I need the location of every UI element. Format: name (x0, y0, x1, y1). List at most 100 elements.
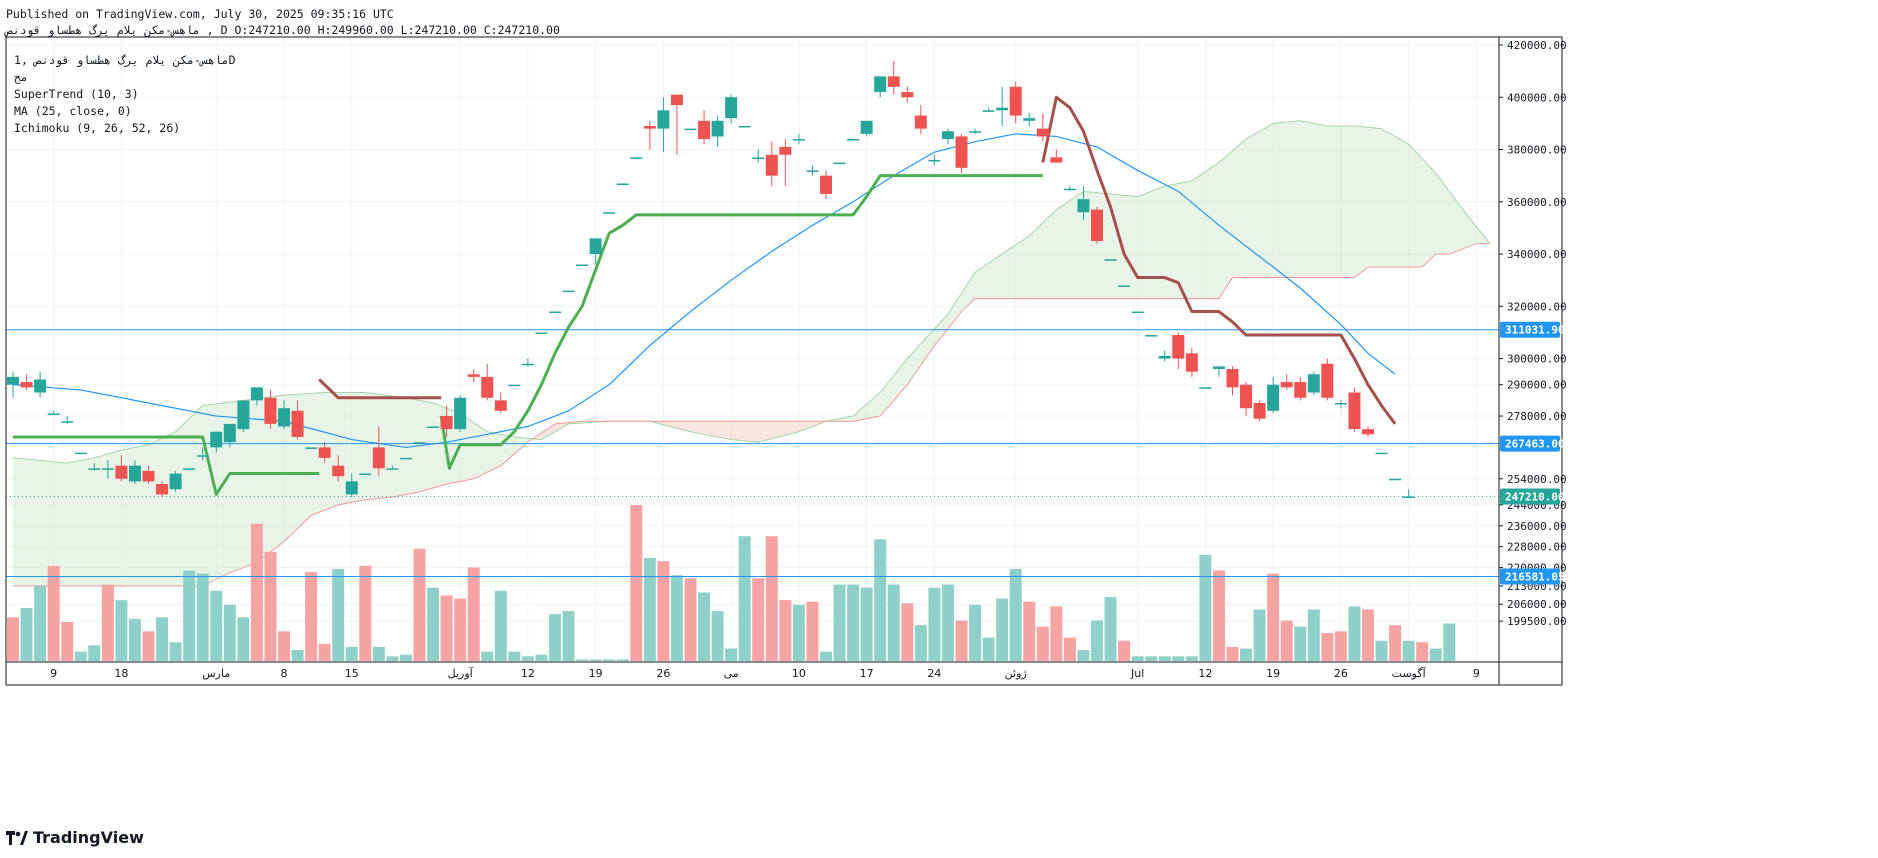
time-tick-label: 19 (589, 667, 603, 680)
candle-body (20, 382, 33, 388)
candle-body (1145, 335, 1158, 337)
hline-price-badge (1500, 321, 1560, 338)
price-axis[interactable]: 420000.00 400000.00 380000.00 360000.00 3400… (1499, 39, 1567, 628)
candle-body (1091, 209, 1103, 241)
volume-bar (684, 578, 697, 661)
time-tick-label: آگوست (1392, 666, 1427, 680)
volume-bar (427, 587, 440, 661)
legend-ma[interactable]: MA (25, close, 0) (14, 104, 132, 118)
time-axis[interactable]: 9 18 مارس 8 15 آوریل 12 19 26 می 10 17 24 ژوئن Jul 12 19… (50, 666, 1480, 680)
brand-name: TradingView (33, 828, 144, 847)
candle-body (1280, 382, 1293, 388)
volume-bar (413, 548, 426, 661)
candle-body (115, 465, 128, 479)
hline-price-badge-label: 216581.05 (1505, 571, 1565, 584)
volume-bar (1063, 637, 1076, 661)
candle-body (34, 379, 47, 393)
volume-bar (1023, 601, 1036, 661)
price-tick-label: 320000.00 (1507, 300, 1567, 313)
hline-price-badge (1500, 568, 1560, 585)
volume-bar (643, 558, 656, 661)
candle-body (860, 120, 873, 134)
time-tick-label: 26 (656, 667, 670, 680)
volume-bar (969, 604, 982, 661)
volume-bar (792, 604, 805, 661)
legend-symbol[interactable]: ماهس-مکن یلام یرگ هطساو قودنص ,1D (14, 53, 236, 67)
volume-bar (1267, 573, 1280, 661)
time-tick-label: 9 (50, 667, 57, 680)
price-tick-label: 420000.00 (1507, 39, 1567, 52)
price-tick-label: 290000.00 (1507, 379, 1567, 392)
volume-bar (494, 590, 507, 661)
volume-bar (1118, 640, 1131, 661)
candle-body (996, 107, 1009, 111)
volume-bar (278, 631, 290, 661)
candle-body (1009, 86, 1022, 116)
volume-bar (1158, 656, 1171, 661)
candle-body (1023, 118, 1036, 121)
candle-body (521, 363, 534, 366)
volume-bar (508, 651, 521, 661)
candle-body (1199, 387, 1212, 389)
candle-body (779, 146, 792, 155)
candle-body (643, 126, 656, 129)
volume-bar (1348, 606, 1361, 661)
candle-body (413, 442, 426, 444)
volume-bar (359, 565, 372, 661)
time-tick-label: مارس (202, 667, 230, 680)
candle-body (250, 387, 263, 401)
candle-body (670, 94, 683, 106)
candle-body (1104, 259, 1117, 261)
supertrend-up-segment (439, 174, 1043, 470)
candle-body (725, 97, 738, 119)
legend-ichimoku[interactable]: Ichimoku (9, 26, 52, 26) (14, 121, 181, 135)
volume-bar (1199, 554, 1212, 661)
indicator-legend: ماهس-مکن یلام یرگ هطساو قودنص ,1D مج Sup… (14, 52, 236, 137)
volume-bar (711, 611, 724, 661)
candle-body (61, 421, 74, 423)
volume-bar (305, 572, 318, 661)
volume-bar (806, 601, 819, 661)
volume-bar (1321, 632, 1334, 661)
candle-body (454, 397, 467, 430)
cloud-bearish (653, 421, 826, 443)
time-tick-label: 12 (521, 667, 535, 680)
ichimoku-span-b (13, 243, 1490, 587)
last-price-badge-label: 247210.00 (1505, 491, 1565, 504)
candle-body (427, 426, 440, 429)
candle-body (101, 468, 114, 470)
volume-bar (928, 587, 941, 661)
candle-body (386, 468, 399, 470)
volume-bar (34, 586, 47, 661)
tradingview-logo-icon (6, 830, 28, 845)
volume-bar (223, 604, 236, 661)
volume-bar (1362, 609, 1374, 661)
candle-body (806, 170, 819, 172)
candle-body (630, 157, 643, 159)
candle-body (372, 447, 385, 469)
volume-bar (765, 536, 778, 661)
legend-supertrend[interactable]: SuperTrend (10, 3) (14, 87, 139, 101)
volume-bar (1145, 656, 1158, 661)
volume-bar (1375, 640, 1388, 661)
candle-body (847, 139, 860, 141)
candle-body (941, 131, 954, 140)
legend-exchange: مج (14, 70, 28, 84)
candle-body (928, 159, 941, 162)
time-tick-label: آوریل (448, 666, 474, 680)
candle-body (494, 400, 507, 411)
volume-bar (20, 607, 33, 661)
candle-body (1240, 384, 1253, 409)
price-tick-label: 340000.00 (1507, 248, 1567, 261)
tradingview-brand[interactable]: TradingView (6, 828, 144, 847)
chart-border (5, 36, 1563, 686)
horizontal-lines[interactable] (6, 329, 1499, 578)
volume-bar (521, 656, 534, 661)
volume-bar (589, 659, 602, 661)
volume-bar (128, 618, 141, 661)
volume-bar (142, 631, 155, 661)
candle-body (792, 139, 805, 141)
time-tick-label: 18 (114, 667, 128, 680)
price-tick-label: 278000.00 (1507, 410, 1567, 423)
